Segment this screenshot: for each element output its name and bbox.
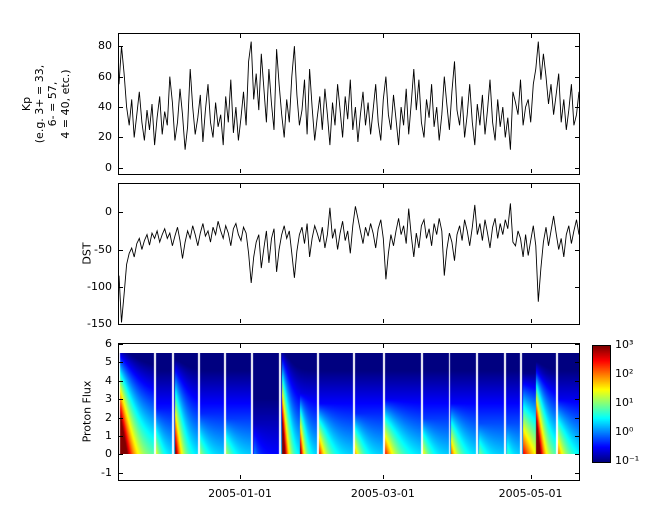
tick-mark — [119, 380, 123, 382]
tick-mark — [240, 344, 242, 348]
flux-y-tick-label: 5 — [105, 355, 112, 369]
tick-mark — [575, 137, 579, 139]
tick-mark — [240, 184, 242, 188]
kp-y-tick-label: 0 — [105, 160, 112, 174]
tick-mark — [575, 167, 579, 169]
colorbar-tick-label: 10⁻¹ — [615, 454, 640, 467]
flux-panel — [118, 343, 580, 481]
tick-mark — [119, 167, 123, 169]
tick-mark — [575, 46, 579, 48]
tick-mark — [575, 362, 579, 364]
flux-y-tick-label: -1 — [101, 465, 112, 479]
tick-mark — [575, 107, 579, 109]
tick-mark — [530, 475, 532, 479]
tick-mark — [530, 319, 532, 323]
tick-mark — [119, 454, 123, 456]
colorbar-tick-label: 10³ — [615, 338, 634, 351]
flux-y-tick-label: 3 — [105, 392, 112, 406]
tick-mark — [575, 212, 579, 214]
x-tick-label: 2005-05-01 — [498, 487, 563, 500]
dst-y-tick-label: -100 — [87, 279, 112, 293]
kp-y-tick-label: 60 — [98, 69, 112, 83]
dst-line-plot — [119, 203, 579, 323]
tick-mark — [530, 34, 532, 38]
tick-mark — [382, 184, 384, 188]
dst-y-tick-label: -150 — [87, 317, 112, 330]
kp-y-tick-label: 20 — [98, 130, 112, 144]
tick-mark — [119, 286, 123, 288]
kp-y-tick-label: 40 — [98, 100, 112, 114]
tick-mark — [530, 344, 532, 348]
tick-mark — [575, 454, 579, 456]
tick-mark — [240, 475, 242, 479]
kp-y-tick-label: 80 — [98, 39, 112, 53]
tick-mark — [575, 380, 579, 382]
tick-mark — [575, 249, 579, 251]
dst-panel — [118, 183, 580, 325]
flux-y-tick-label: 2 — [105, 410, 112, 424]
tick-mark — [575, 344, 579, 345]
tick-mark — [530, 184, 532, 188]
tick-mark — [575, 399, 579, 401]
tick-mark — [575, 417, 579, 419]
x-tick-label: 2005-03-01 — [350, 487, 415, 500]
tick-mark — [240, 319, 242, 323]
tick-mark — [240, 169, 242, 173]
tick-mark — [119, 344, 123, 345]
tick-mark — [575, 324, 579, 325]
dst-y-tick-label: -50 — [94, 242, 112, 256]
tick-mark — [119, 137, 123, 139]
tick-mark — [119, 107, 123, 109]
colorbar-tick-label: 10¹ — [615, 396, 634, 409]
dst-y-tick-label: 0 — [105, 205, 112, 219]
colorbar-gradient — [593, 346, 610, 462]
kp-panel — [118, 33, 580, 175]
tick-mark — [530, 169, 532, 173]
tick-mark — [119, 76, 123, 78]
tick-mark — [382, 319, 384, 323]
tick-mark — [119, 472, 123, 474]
tick-mark — [119, 324, 123, 325]
tick-mark — [119, 399, 123, 401]
kp-line — [119, 41, 579, 150]
tick-mark — [575, 472, 579, 474]
flux-y-tick-label: 0 — [105, 447, 112, 461]
kp-y-axis-label: Kp (e.g. 3+ = 33, 6- = 57, 4 = 40, etc.) — [20, 64, 72, 144]
flux-y-tick-label: 1 — [105, 428, 112, 442]
tick-mark — [119, 362, 123, 364]
tick-mark — [575, 435, 579, 437]
tick-mark — [382, 344, 384, 348]
tick-mark — [119, 212, 123, 214]
kp-line-plot — [119, 41, 579, 150]
tick-mark — [382, 34, 384, 38]
tick-mark — [119, 249, 123, 251]
colorbar — [592, 345, 611, 463]
tick-mark — [119, 435, 123, 437]
tick-mark — [382, 169, 384, 173]
colorbar-tick-label: 10⁰ — [615, 425, 634, 438]
flux-y-tick-label: 4 — [105, 373, 112, 387]
tick-mark — [575, 286, 579, 288]
tick-mark — [119, 46, 123, 48]
x-tick-label: 2005-01-01 — [208, 487, 273, 500]
dst-line — [119, 203, 579, 323]
proton-flux-heatmap — [119, 353, 579, 454]
tick-mark — [119, 417, 123, 419]
tick-mark — [575, 76, 579, 78]
tick-mark — [382, 475, 384, 479]
tick-mark — [240, 34, 242, 38]
flux-y-tick-label: 6 — [105, 337, 112, 350]
colorbar-tick-label: 10² — [615, 367, 634, 380]
